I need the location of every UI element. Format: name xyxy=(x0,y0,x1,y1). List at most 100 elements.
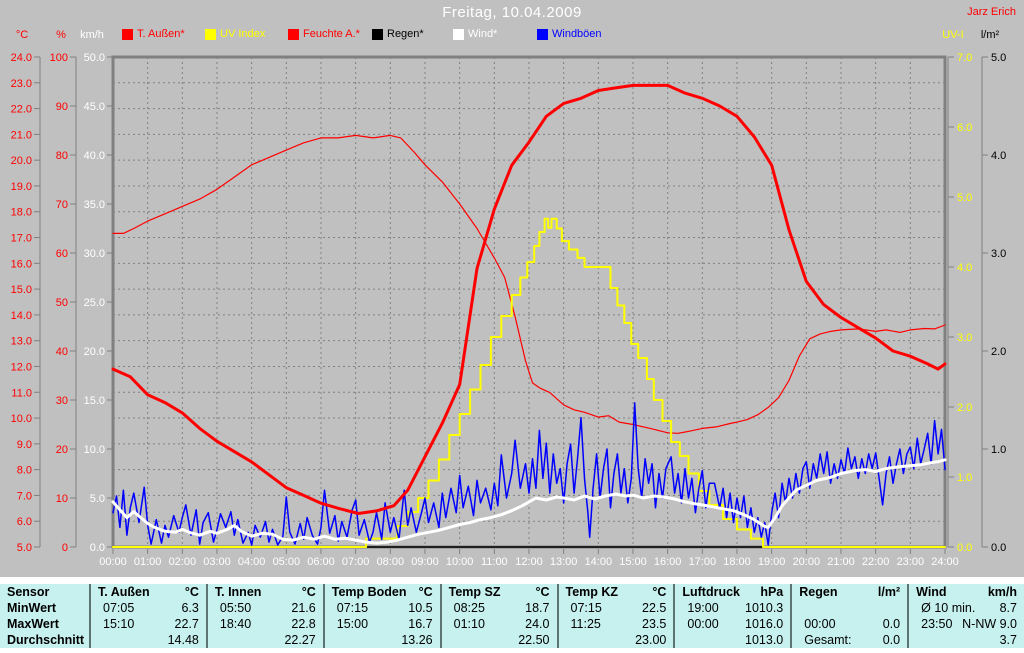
table-row-luftdruck-max: 00:00 1016.0 xyxy=(675,616,790,632)
axis-label-temp: 7.0 xyxy=(17,490,32,502)
table-column-wind: Wind km/h Ø 10 min. 8.7 23:50 N-NW 9.0 3.7 xyxy=(907,584,1024,648)
table-row-t-innen-min: 05:50 21.6 xyxy=(208,600,323,616)
table-row-label: MaxWert xyxy=(0,616,89,632)
t-innen-header-time: T. Innen xyxy=(214,585,262,599)
row-label-3: Durchschnitt xyxy=(7,633,85,647)
table-column-sensor: Sensor MinWert MaxWert Durchschnitt xyxy=(0,584,89,648)
t-aussen-max-value: 22.7 xyxy=(174,617,199,631)
table-row-temp-boden-min: 07:15 10.5 xyxy=(325,600,440,616)
table-row-temp-boden-header: Temp Boden °C xyxy=(325,584,440,600)
legend-item-t-aussen[interactable]: T. Außen* xyxy=(122,28,185,40)
temp-kz-min-value: 22.5 xyxy=(642,601,667,615)
x-axis-label: 20:00 xyxy=(793,556,821,568)
x-axis-label: 21:00 xyxy=(827,556,855,568)
axis-label-uv: 2.0 xyxy=(957,402,972,414)
legend-label-t-aussen: T. Außen* xyxy=(137,28,185,40)
table-row-temp-kz-max: 11:25 23.5 xyxy=(559,616,674,632)
luftdruck-avg-value: 1013.0 xyxy=(745,633,784,647)
axis-label-temp: 21.0 xyxy=(11,129,32,141)
regen-avg-value: 0.0 xyxy=(882,633,901,647)
t-aussen-header-time: T. Außen xyxy=(98,585,150,599)
x-axis-label: 14:00 xyxy=(585,556,613,568)
table-row-t-aussen-max: 15:10 22.7 xyxy=(91,616,206,632)
temp-boden-max-time: 15:00 xyxy=(336,617,369,631)
wind-avg-value: 3.7 xyxy=(999,633,1017,647)
table-column-luftdruck: Luftdruck hPa 19:00 1010.3 00:00 1016.0 1013.0 xyxy=(673,584,790,648)
x-axis-label: 18:00 xyxy=(723,556,751,568)
table-row-temp-boden-avg: 13.26 xyxy=(325,632,440,648)
x-axis-label: 10:00 xyxy=(446,556,474,568)
legend-item-regen[interactable]: Regen* xyxy=(372,28,424,40)
temp-kz-avg-value: 23.00 xyxy=(635,633,667,647)
t-aussen-min-time: 07:05 xyxy=(103,601,135,615)
plot-area[interactable] xyxy=(113,57,945,547)
t-aussen-max-time: 15:10 xyxy=(103,617,135,631)
table-column-regen: Regen l/m² 00:00 0.0 Gesamt: 0.0 xyxy=(790,584,907,648)
legend-swatch-feuchte-a xyxy=(288,28,299,40)
x-axis-label: 03:00 xyxy=(203,556,231,568)
x-axis-label: 15:00 xyxy=(619,556,647,568)
temp-boden-min-time: 07:15 xyxy=(336,601,369,615)
legend-label-windboeen: Windböen xyxy=(552,28,602,40)
legend-swatch-wind xyxy=(453,28,464,40)
table-row-wind-min: Ø 10 min. 8.7 xyxy=(909,600,1024,616)
temp-boden-header-time: Temp Boden xyxy=(331,585,407,599)
x-axis-label: 07:00 xyxy=(342,556,370,568)
axis-label-temp: 13.0 xyxy=(11,336,32,348)
legend-swatch-windboeen xyxy=(537,28,548,40)
table-column-temp-boden: Temp Boden °C 07:15 10.5 15:00 16.7 13.26 xyxy=(322,584,440,648)
axis-label-uv: 5.0 xyxy=(957,192,972,204)
x-axis-label: 08:00 xyxy=(377,556,405,568)
temp-boden-max-value: 16.7 xyxy=(408,617,433,631)
legend-item-uv-index[interactable]: UV Index xyxy=(205,28,265,40)
wind-header-value: km/h xyxy=(987,585,1017,599)
table-row-temp-kz-header: Temp KZ °C xyxy=(559,584,674,600)
axis-label-uv: 3.0 xyxy=(957,332,972,344)
axis-label-humidity: 70 xyxy=(56,199,68,211)
x-axis-label: 17:00 xyxy=(689,556,717,568)
legend-item-feuchte-a[interactable]: Feuchte A.* xyxy=(288,28,360,40)
axis-label-wind: 5.0 xyxy=(90,493,105,505)
table-row-t-innen-avg: 22.27 xyxy=(208,632,323,648)
axis-label-rain: 4.0 xyxy=(991,150,1006,162)
table-row-wind-max: 23:50 N-NW 9.0 xyxy=(909,616,1024,632)
axis-label-temp: 18.0 xyxy=(11,207,32,219)
credit-label: Jarz Erich xyxy=(967,6,1016,18)
luftdruck-min-value: 1010.3 xyxy=(745,601,784,615)
legend-item-windboeen[interactable]: Windböen xyxy=(537,28,602,40)
table-row-t-aussen-avg: 14.48 xyxy=(91,632,206,648)
axis-label-temp: 9.0 xyxy=(17,439,32,451)
legend-label-regen: Regen* xyxy=(387,28,424,40)
temp-kz-header-time: Temp KZ xyxy=(565,585,619,599)
row-label-1: MinWert xyxy=(7,601,57,615)
axis-label-uv: 7.0 xyxy=(957,52,972,64)
table-row-t-aussen-min: 07:05 6.3 xyxy=(91,600,206,616)
legend-item-wind[interactable]: Wind* xyxy=(453,28,497,40)
axis-label-uv: 4.0 xyxy=(957,262,972,274)
axis-label-uv: 6.0 xyxy=(957,122,972,134)
table-row-regen-header: Regen l/m² xyxy=(792,584,907,600)
axis-label-wind: 25.0 xyxy=(84,297,105,309)
axis-unit-humidity: % xyxy=(56,29,66,41)
series-windboeen xyxy=(112,402,946,546)
table-row-regen-avg: Gesamt: 0.0 xyxy=(792,632,907,648)
axis-label-temp: 5.0 xyxy=(17,542,32,554)
axis-label-temp: 6.0 xyxy=(17,516,32,528)
row-label-2: MaxWert xyxy=(7,617,59,631)
axis-label-wind: 45.0 xyxy=(84,101,105,113)
axis-label-temp: 15.0 xyxy=(11,284,32,296)
luftdruck-header-time: Luftdruck xyxy=(682,585,741,599)
axis-unit-temp: °C xyxy=(16,29,28,41)
axis-label-humidity: 80 xyxy=(56,150,68,162)
axis-label-rain: 1.0 xyxy=(991,444,1006,456)
table-column-temp-kz: Temp KZ °C 07:15 22.5 11:25 23.5 23.00 xyxy=(556,584,674,648)
axis-label-humidity: 0 xyxy=(62,542,68,554)
legend-swatch-t-aussen xyxy=(122,28,133,40)
regen-max-time: 00:00 xyxy=(804,617,836,631)
x-axis-label: 01:00 xyxy=(134,556,162,568)
table-row-regen-min xyxy=(792,600,907,616)
table-row-t-innen-header: T. Innen °C xyxy=(208,584,323,600)
axis-label-wind: 15.0 xyxy=(84,395,105,407)
wind-min-value: 8.7 xyxy=(999,601,1017,615)
